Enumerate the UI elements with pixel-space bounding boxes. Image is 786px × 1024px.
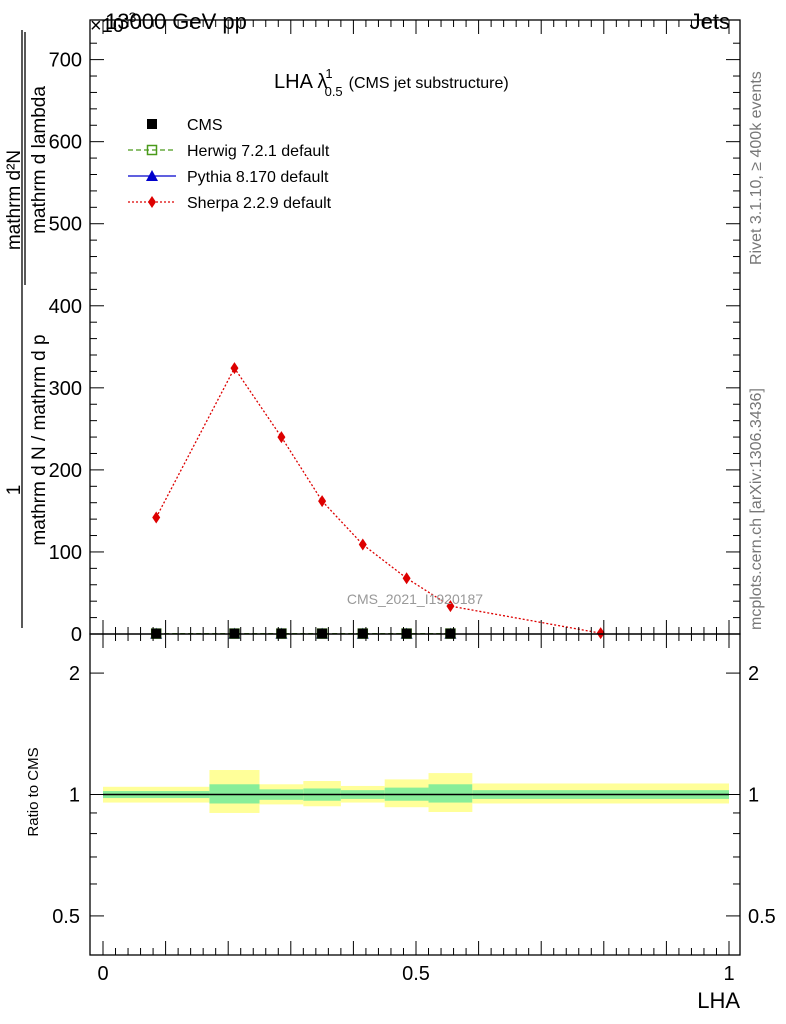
main-ytick-label: 400 <box>49 296 82 318</box>
series-3-point-7 <box>596 627 605 640</box>
axes <box>89 19 741 956</box>
ratio-ytick-label-right: 1 <box>748 785 759 807</box>
category-label: Jets <box>690 9 730 34</box>
x-axis-label: LHA <box>697 988 740 1013</box>
main-frame <box>89 19 741 635</box>
main-ytick-label: 300 <box>49 378 82 400</box>
main-ytick-label: 0 <box>71 624 82 646</box>
ratio-y-label: Ratio to CMS <box>25 747 42 836</box>
series-3-point-5 <box>402 572 411 585</box>
ratio-ytick-label-right: 0.5 <box>748 906 776 928</box>
y-label-line-3: mathrm d lambda <box>29 86 50 234</box>
legend-marker-1 <box>146 144 158 156</box>
series-3-point-4 <box>358 538 367 551</box>
main-ytick-label: 100 <box>49 542 82 564</box>
xtick-label: 0 <box>97 963 108 985</box>
legend-label-2: Pythia 8.170 default <box>187 169 329 186</box>
series-line-3 <box>155 366 601 634</box>
legend-marker-2 <box>146 170 158 181</box>
analysis-watermark: CMS_2021_I1920187 <box>347 591 483 607</box>
legend-marker-3 <box>148 196 156 208</box>
y-label-line-1: mathrm d N / mathrm d p <box>29 334 50 545</box>
energy-label: 13000 GeV pp <box>105 9 247 34</box>
xtick-label: 0.5 <box>402 963 430 985</box>
series-3-point-1 <box>230 362 239 375</box>
main-ytick-label: 500 <box>49 214 82 236</box>
main-ytick-label: 700 <box>49 50 82 72</box>
ratio-ytick-label-right: 2 <box>748 663 759 685</box>
ratio-ytick-label-left: 1 <box>69 785 80 807</box>
ratio-uncertainty-bands <box>103 770 729 813</box>
mcplots-label: mcplots.cern.ch [arXiv:1306.3436] <box>748 388 765 630</box>
ratio-ytick-label-left: 2 <box>69 663 80 685</box>
plot-title: LHA λ1 0.5 (CMS jet substructure) <box>274 66 509 99</box>
tick-labels: 0 100 200 300 400 500 600 700 0 0.5 1 0.5 0.5 1 1 2 2 <box>49 50 776 985</box>
y-label-frac-numer: mathrm d²N <box>4 150 25 250</box>
tick-marks <box>90 20 740 955</box>
xtick-label: 1 <box>723 963 734 985</box>
main-ytick-label: 200 <box>49 460 82 482</box>
y-axis-label: mathrm d²N mathrm d lambda mathrm d N / … <box>4 30 50 628</box>
legend-label-0: CMS <box>187 117 223 134</box>
series-3-point-6 <box>446 600 455 613</box>
legend-label-3: Sherpa 2.2.9 default <box>187 195 332 212</box>
legend-label-1: Herwig 7.2.1 default <box>187 143 330 160</box>
series-3-point-0 <box>152 511 161 524</box>
rivet-version-label: Rivet 3.1.10, ≥ 400k events <box>748 71 765 265</box>
inner-band-6 <box>428 784 473 803</box>
series-3-point-2 <box>277 431 286 444</box>
main-ytick-label: 600 <box>49 132 82 154</box>
y-label-numer: 1 <box>4 485 25 496</box>
legend-marker-0 <box>147 119 157 129</box>
ratio-ytick-label-left: 0.5 <box>52 906 80 928</box>
legend: CMS Herwig 7.2.1 default Pythia 8.170 defa… <box>128 117 332 212</box>
series-3-point-3 <box>318 495 327 508</box>
